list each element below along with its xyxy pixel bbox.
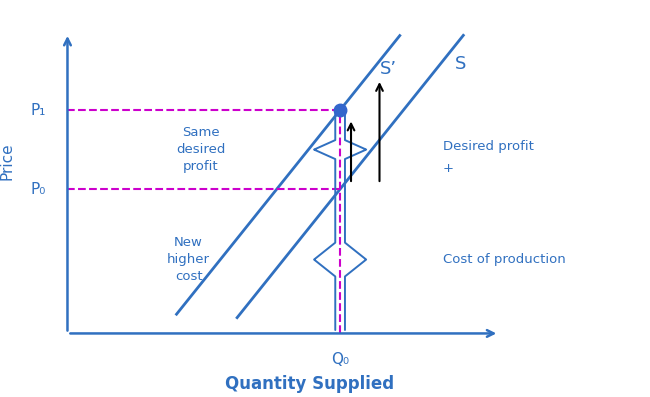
Text: Q₀: Q₀ xyxy=(331,353,349,367)
Text: S’: S’ xyxy=(380,60,396,78)
Text: Quantity Supplied: Quantity Supplied xyxy=(226,375,395,393)
Text: P₁: P₁ xyxy=(31,102,46,118)
Text: P₀: P₀ xyxy=(31,181,46,197)
Text: Cost of production: Cost of production xyxy=(443,253,566,266)
Text: +: + xyxy=(443,162,454,175)
Text: Same
desired
profit: Same desired profit xyxy=(176,126,226,173)
Text: S: S xyxy=(455,55,467,73)
Text: New
higher
cost: New higher cost xyxy=(167,236,210,283)
Text: Desired profit: Desired profit xyxy=(443,140,534,152)
Text: Price: Price xyxy=(0,143,14,180)
